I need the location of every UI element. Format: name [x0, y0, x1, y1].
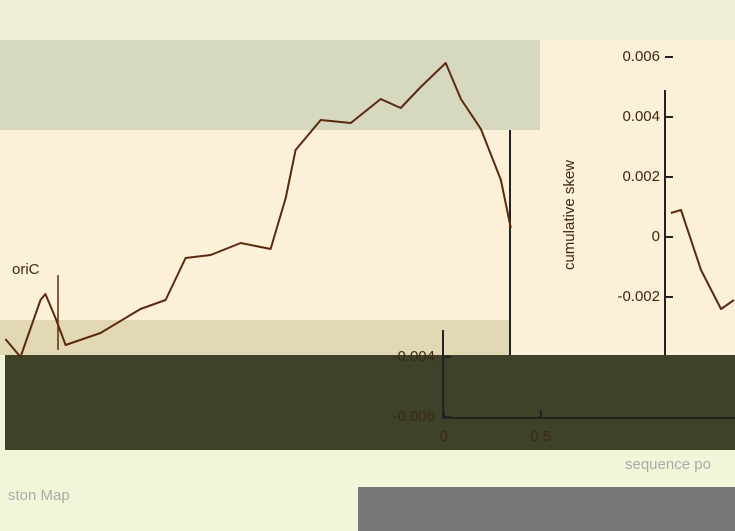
- x-tick-label: 0: [440, 428, 448, 445]
- x-axis-label: sequence po: [625, 456, 711, 473]
- chart: cumulative skew sequence po oriC ston Ma…: [0, 0, 735, 531]
- y-tick-label: 0: [652, 228, 660, 245]
- y-tick-label: 0.004: [622, 108, 660, 125]
- top-band: [0, 0, 735, 40]
- grey-bar: [358, 487, 735, 531]
- dark-band: [5, 355, 735, 450]
- annotation: ston Map: [8, 487, 70, 504]
- y-tick-label: 0.006: [622, 48, 660, 65]
- x-tick-label: 0.5: [530, 428, 551, 445]
- y-tick-label: -0.006: [392, 408, 435, 425]
- upper-band: [0, 40, 540, 130]
- y-tick-label: 0.002: [622, 168, 660, 185]
- y-tick-label: -0.004: [392, 348, 435, 365]
- y-axis-label: cumulative skew: [561, 160, 578, 270]
- annotation: oriC: [12, 261, 40, 278]
- y-tick-label: -0.002: [617, 288, 660, 305]
